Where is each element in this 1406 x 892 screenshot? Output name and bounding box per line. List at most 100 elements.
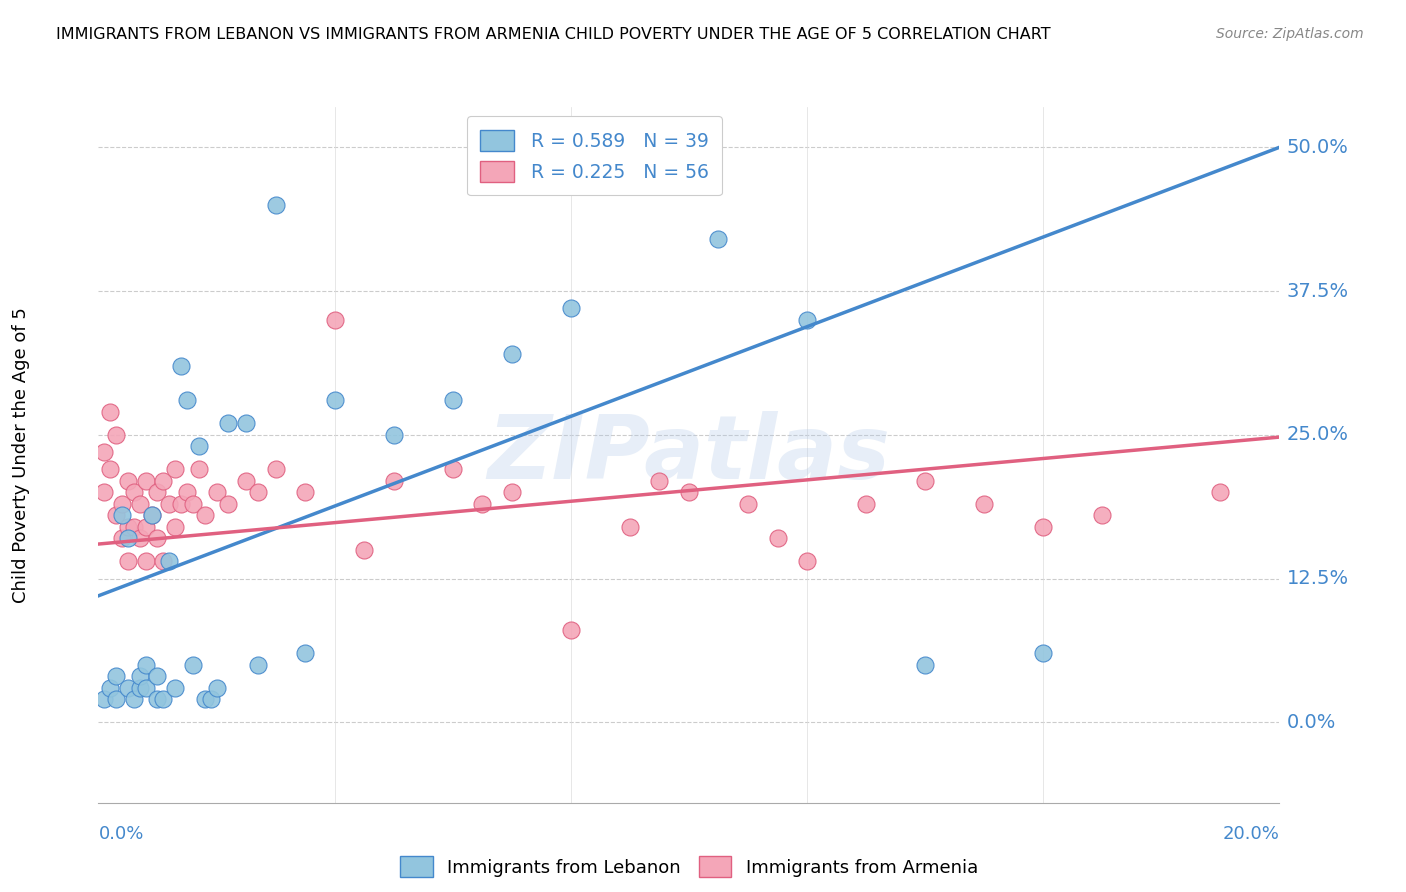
Point (181, 497, 204, 511)
Point (441, 462, 464, 476)
Point (648, 474, 671, 488)
Point (111, 497, 134, 511)
Point (146, 669, 169, 683)
Point (382, 427, 405, 442)
Point (146, 485, 169, 500)
Point (501, 347, 523, 361)
Point (170, 497, 193, 511)
Point (117, 681, 139, 695)
Point (323, 313, 346, 327)
Point (796, 313, 818, 327)
Text: IMMIGRANTS FROM LEBANON VS IMMIGRANTS FROM ARMENIA CHILD POVERTY UNDER THE AGE O: IMMIGRANTS FROM LEBANON VS IMMIGRANTS FR… (56, 27, 1050, 42)
Point (205, 485, 228, 500)
Point (235, 417, 257, 431)
Point (187, 439, 209, 453)
Point (707, 232, 730, 246)
Text: 0.0%: 0.0% (98, 825, 143, 843)
Point (217, 417, 239, 431)
Point (1091, 508, 1114, 523)
Point (146, 531, 169, 545)
Point (737, 497, 759, 511)
Point (194, 508, 217, 523)
Text: 0.0%: 0.0% (1286, 713, 1336, 731)
Point (187, 462, 209, 476)
Point (157, 497, 180, 511)
Point (1209, 485, 1232, 500)
Point (105, 508, 128, 523)
Text: ZIPatlas: ZIPatlas (488, 411, 890, 499)
Point (98, 681, 121, 695)
Point (157, 554, 180, 568)
Point (128, 669, 150, 683)
Text: 37.5%: 37.5% (1286, 282, 1348, 301)
Text: Source: ZipAtlas.com: Source: ZipAtlas.com (1216, 27, 1364, 41)
Legend: Immigrants from Lebanon, Immigrants from Armenia: Immigrants from Lebanon, Immigrants from… (392, 849, 986, 884)
Point (135, 474, 157, 488)
Text: Child Poverty Under the Age of 5: Child Poverty Under the Age of 5 (13, 307, 30, 603)
Point (135, 681, 157, 695)
Point (128, 497, 150, 511)
Text: 50.0%: 50.0% (1286, 137, 1348, 157)
Point (176, 393, 198, 408)
Point (135, 657, 157, 672)
Point (382, 474, 405, 488)
Point (117, 554, 139, 568)
Point (619, 520, 641, 534)
Point (560, 301, 582, 316)
Point (235, 474, 257, 488)
Point (796, 554, 818, 568)
Point (501, 485, 523, 500)
Point (141, 508, 163, 523)
Point (98, 405, 121, 419)
Text: 20.0%: 20.0% (1223, 825, 1279, 843)
Point (200, 692, 222, 706)
Point (105, 427, 128, 442)
Point (141, 508, 163, 523)
Point (246, 485, 269, 500)
Point (176, 485, 198, 500)
Point (855, 497, 877, 511)
Point (128, 531, 150, 545)
Point (914, 474, 936, 488)
Text: 25.0%: 25.0% (1286, 425, 1348, 444)
Point (1032, 646, 1054, 660)
Point (294, 485, 316, 500)
Point (264, 462, 287, 476)
Point (973, 497, 995, 511)
Point (135, 554, 157, 568)
Point (194, 692, 217, 706)
Point (264, 198, 287, 212)
Point (117, 474, 139, 488)
Point (170, 359, 193, 373)
Point (323, 393, 346, 408)
Point (246, 657, 269, 672)
Point (122, 692, 145, 706)
Point (441, 393, 464, 408)
Point (93, 485, 115, 500)
Point (98, 462, 121, 476)
Point (111, 508, 134, 523)
Point (122, 520, 145, 534)
Point (128, 681, 150, 695)
Text: 12.5%: 12.5% (1286, 569, 1348, 588)
Point (93, 692, 115, 706)
Point (678, 485, 700, 500)
Point (122, 485, 145, 500)
Point (353, 542, 375, 557)
Point (152, 554, 174, 568)
Point (1032, 520, 1054, 534)
Point (93, 445, 115, 459)
Point (152, 692, 174, 706)
Point (117, 531, 139, 545)
Point (146, 692, 169, 706)
Point (165, 520, 187, 534)
Point (181, 657, 204, 672)
Point (117, 520, 139, 534)
Point (205, 681, 228, 695)
Point (217, 497, 239, 511)
Point (914, 657, 936, 672)
Point (111, 531, 134, 545)
Point (766, 531, 789, 545)
Point (105, 692, 128, 706)
Point (294, 646, 316, 660)
